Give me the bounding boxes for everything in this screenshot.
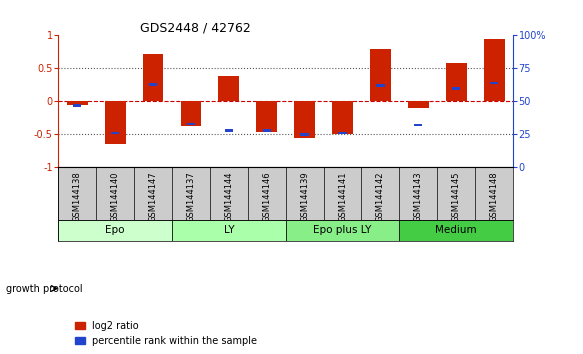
Text: GSM144148: GSM144148 <box>490 172 498 222</box>
Bar <box>73 104 82 107</box>
Bar <box>484 39 504 101</box>
Bar <box>181 101 201 126</box>
Text: GSM144142: GSM144142 <box>376 172 385 222</box>
Bar <box>490 82 498 84</box>
Text: GSM144140: GSM144140 <box>111 172 120 222</box>
Bar <box>111 132 120 135</box>
Text: GSM144147: GSM144147 <box>149 172 157 222</box>
Bar <box>262 129 271 132</box>
Bar <box>58 220 172 241</box>
Bar <box>257 101 277 132</box>
Text: Epo: Epo <box>106 225 125 235</box>
Bar <box>294 101 315 138</box>
Bar <box>452 87 461 90</box>
Text: Epo plus LY: Epo plus LY <box>313 225 372 235</box>
Text: Medium: Medium <box>436 225 477 235</box>
Bar <box>338 132 347 135</box>
Text: growth protocol: growth protocol <box>6 284 82 293</box>
Bar <box>172 220 286 241</box>
Text: GSM144141: GSM144141 <box>338 172 347 222</box>
Bar <box>376 84 385 87</box>
Text: GSM144139: GSM144139 <box>300 172 309 222</box>
Bar <box>286 220 399 241</box>
Bar <box>219 76 239 101</box>
Bar <box>332 101 353 135</box>
Text: GSM144138: GSM144138 <box>73 172 82 222</box>
Text: GSM144145: GSM144145 <box>452 172 461 222</box>
Bar <box>105 101 125 144</box>
Text: GSM144137: GSM144137 <box>187 172 195 222</box>
Bar <box>67 101 87 105</box>
Bar <box>300 133 309 136</box>
Bar <box>370 48 391 101</box>
Legend: log2 ratio, percentile rank within the sample: log2 ratio, percentile rank within the s… <box>75 321 257 346</box>
Text: GSM144144: GSM144144 <box>224 172 233 222</box>
Bar <box>187 122 195 125</box>
Bar <box>446 63 466 101</box>
Bar <box>224 129 233 132</box>
Bar <box>408 101 429 108</box>
Text: GDS2448 / 42762: GDS2448 / 42762 <box>140 21 251 34</box>
Text: LY: LY <box>223 225 234 235</box>
Bar <box>143 54 163 101</box>
Text: GSM144146: GSM144146 <box>262 172 271 222</box>
Bar <box>414 124 423 126</box>
Text: GSM144143: GSM144143 <box>414 172 423 222</box>
Bar <box>149 83 157 86</box>
Bar <box>399 220 513 241</box>
